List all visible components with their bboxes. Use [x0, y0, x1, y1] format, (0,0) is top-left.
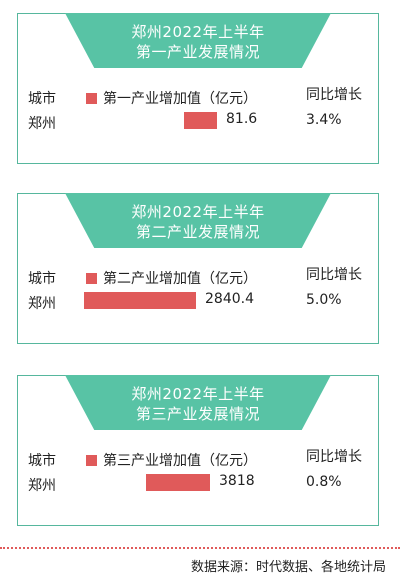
legend-swatch [86, 272, 97, 284]
category-label: 郑州 [28, 478, 56, 494]
bar-value-label: 81.6 [226, 111, 258, 127]
growth-value: 3.4% [306, 112, 342, 128]
chart-panel-primary: 郑州2022年上半年 第一产业发展情况 城市 第一产业增加值（亿元） 同比增长 … [17, 13, 379, 164]
growth-column-header: 同比增长 [306, 267, 362, 283]
dotted-divider [0, 547, 400, 549]
chart-title-line2: 第一产业发展情况 [135, 42, 260, 61]
chart-title-line2: 第二产业发展情况 [135, 222, 260, 241]
chart-title-line1: 郑州2022年上半年 [131, 384, 265, 403]
bar-zhengzhou [84, 292, 196, 309]
legend-label: 第三产业增加值（亿元） [103, 453, 257, 469]
growth-value: 5.0% [306, 292, 342, 308]
growth-column-header: 同比增长 [306, 449, 362, 465]
category-label: 郑州 [28, 296, 56, 312]
chart-title-line1: 郑州2022年上半年 [131, 202, 265, 221]
chart-panel-tertiary: 郑州2022年上半年 第三产业发展情况 城市 第三产业增加值（亿元） 同比增长 … [17, 375, 379, 526]
chart-title: 郑州2022年上半年 第一产业发展情况 [65, 14, 331, 69]
bar-value-label: 2840.4 [205, 291, 254, 307]
bar-value-label: 3818 [219, 473, 255, 489]
data-source-note: 数据来源：时代数据、各地统计局 [190, 560, 386, 575]
legend-label: 第一产业增加值（亿元） [103, 91, 257, 107]
bar-zhengzhou [184, 112, 217, 129]
growth-column-header: 同比增长 [306, 87, 362, 103]
chart-title: 郑州2022年上半年 第三产业发展情况 [65, 376, 331, 431]
chart-title-line2: 第三产业发展情况 [135, 404, 260, 423]
legend-label: 第二产业增加值（亿元） [103, 271, 257, 287]
city-column-header: 城市 [28, 91, 56, 107]
city-column-header: 城市 [28, 453, 56, 469]
legend-swatch [86, 92, 97, 104]
title-banner [65, 193, 331, 248]
title-banner [65, 375, 331, 430]
legend-entry: 第二产业增加值（亿元） [86, 268, 257, 288]
category-label: 郑州 [28, 116, 56, 132]
growth-value: 0.8% [306, 474, 342, 490]
bar-zhengzhou [146, 474, 210, 491]
title-banner [65, 13, 331, 68]
legend-entry: 第一产业增加值（亿元） [86, 88, 257, 108]
legend-entry: 第三产业增加值（亿元） [86, 450, 257, 470]
city-column-header: 城市 [28, 271, 56, 287]
chart-title: 郑州2022年上半年 第二产业发展情况 [65, 194, 331, 249]
chart-title-line1: 郑州2022年上半年 [131, 22, 265, 41]
chart-panel-secondary: 郑州2022年上半年 第二产业发展情况 城市 第二产业增加值（亿元） 同比增长 … [17, 193, 379, 344]
legend-swatch [86, 454, 97, 466]
